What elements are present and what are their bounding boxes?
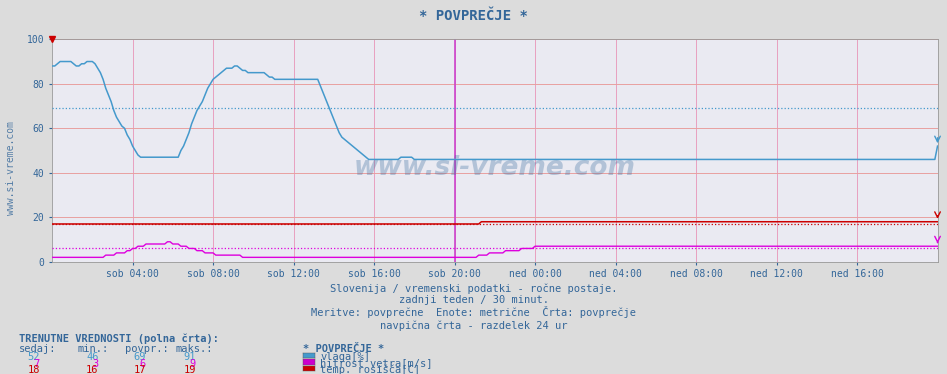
Text: 16: 16 bbox=[86, 365, 98, 374]
Text: Slovenija / vremenski podatki - ročne postaje.: Slovenija / vremenski podatki - ročne po… bbox=[330, 283, 617, 294]
Text: 52: 52 bbox=[27, 352, 40, 362]
Text: 6: 6 bbox=[139, 359, 146, 368]
Text: 7: 7 bbox=[33, 359, 40, 368]
Text: 9: 9 bbox=[189, 359, 196, 368]
Text: zadnji teden / 30 minut.: zadnji teden / 30 minut. bbox=[399, 295, 548, 305]
Text: * POVPREČJE *: * POVPREČJE * bbox=[420, 9, 527, 23]
Text: * POVPREČJE *: * POVPREČJE * bbox=[303, 344, 384, 354]
Text: www.si-vreme.com: www.si-vreme.com bbox=[7, 121, 16, 215]
Text: www.si-vreme.com: www.si-vreme.com bbox=[354, 155, 635, 181]
Text: 46: 46 bbox=[86, 352, 98, 362]
Text: hitrost vetra[m/s]: hitrost vetra[m/s] bbox=[320, 359, 433, 368]
Text: 17: 17 bbox=[134, 365, 146, 374]
Text: min.:: min.: bbox=[78, 344, 109, 354]
Text: vlaga[%]: vlaga[%] bbox=[320, 352, 370, 362]
Text: 19: 19 bbox=[184, 365, 196, 374]
Text: navpična črta - razdelek 24 ur: navpična črta - razdelek 24 ur bbox=[380, 321, 567, 331]
Text: temp. rosišča[C]: temp. rosišča[C] bbox=[320, 365, 420, 374]
Text: maks.:: maks.: bbox=[175, 344, 213, 354]
Text: 3: 3 bbox=[92, 359, 98, 368]
Text: Meritve: povprečne  Enote: metrične  Črta: povprečje: Meritve: povprečne Enote: metrične Črta:… bbox=[311, 306, 636, 318]
Text: 91: 91 bbox=[184, 352, 196, 362]
Text: 18: 18 bbox=[27, 365, 40, 374]
Text: sedaj:: sedaj: bbox=[19, 344, 57, 354]
Text: 69: 69 bbox=[134, 352, 146, 362]
Text: povpr.:: povpr.: bbox=[125, 344, 169, 354]
Text: TRENUTNE VREDNOSTI (polna črta):: TRENUTNE VREDNOSTI (polna črta): bbox=[19, 334, 219, 344]
